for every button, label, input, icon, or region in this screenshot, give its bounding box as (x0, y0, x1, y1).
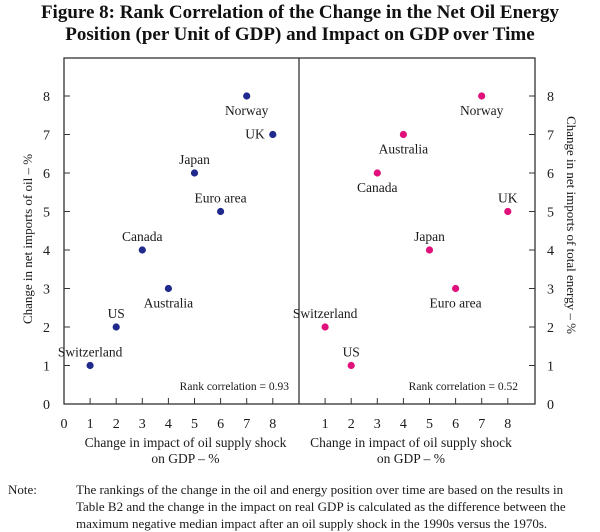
right-panel: 1 2 3 4 5 6 7 8 0 1 2 3 4 5 6 7 8 Change in net imports o… (293, 90, 579, 466)
x-tick-label: 2 (113, 417, 120, 432)
y-tick-label: 1 (43, 360, 50, 375)
data-point (164, 284, 172, 293)
y-tick-label: 3 (43, 283, 50, 298)
data-point-label: Australia (379, 142, 429, 157)
data-point (347, 361, 355, 370)
y-tick-label: 6 (43, 167, 50, 182)
y-axis-label: Change in net imports of total energy – … (564, 116, 579, 334)
data-point-label: UK (245, 127, 265, 142)
x-tick-label: 3 (374, 417, 381, 432)
y-tick-label: 5 (43, 206, 50, 221)
chart-frame (63, 57, 536, 405)
note-text: The rankings of the change in the oil an… (76, 481, 598, 532)
note-label: Note: (8, 482, 37, 497)
figure-title-line2: Position (per Unit of GDP) and Impact on… (65, 24, 535, 45)
scatter-chart: 0 1 2 3 4 5 6 7 8 0 1 2 3 4 5 6 7 8 Change in net imports … (20, 57, 579, 466)
y-tick-label: 8 (547, 90, 554, 105)
note-line: Table B2 and the change in the impact on… (76, 499, 566, 514)
data-point-label: UK (498, 191, 518, 206)
data-point-label: Norway (460, 103, 504, 118)
data-point (504, 207, 512, 216)
data-point (217, 207, 225, 216)
y-tick-label: 4 (43, 244, 50, 259)
data-point-label: US (343, 345, 360, 360)
x-tick-label: 5 (426, 417, 433, 432)
x-axis-label-line1: Change in impact of oil supply shock (310, 435, 512, 450)
data-point (86, 361, 94, 370)
note-line: maximum negative median impact after an … (76, 516, 548, 531)
y-tick-label: 3 (547, 283, 554, 298)
y-tick-label: 0 (547, 398, 554, 413)
data-point (399, 130, 407, 139)
x-tick-label: 5 (191, 417, 198, 432)
x-axis-label-line2: on GDP – % (151, 451, 219, 466)
data-point-label: Australia (144, 296, 194, 311)
data-point (138, 246, 146, 254)
y-tick-label: 4 (547, 244, 554, 259)
y-tick-label: 0 (43, 398, 50, 413)
y-tick-label: 7 (547, 129, 554, 144)
data-point (425, 246, 434, 254)
y-tick-label: 6 (547, 167, 554, 182)
data-point (112, 323, 120, 331)
rank-correlation-annotation: Rank correlation = 0.52 (409, 381, 519, 393)
data-point-label: US (108, 306, 125, 321)
y-axis-label: Change in net imports of oil – % (20, 154, 35, 324)
data-point (269, 130, 277, 139)
data-point-label: Canada (122, 229, 162, 244)
data-point (478, 92, 486, 100)
data-point-label: Norway (225, 103, 269, 118)
figure-title: Figure 8: Rank Correlation of the Change… (0, 2, 600, 46)
data-point-label: Switzerland (293, 306, 358, 321)
x-tick-label: 0 (61, 417, 68, 432)
y-tick-label: 2 (547, 321, 554, 336)
x-tick-label: 6 (217, 417, 224, 432)
x-tick-label: 4 (400, 417, 407, 432)
y-tick-label: 2 (43, 321, 50, 336)
figure-title-line1: Figure 8: Rank Correlation of the Change… (40, 2, 560, 23)
x-tick-label: 3 (139, 417, 146, 432)
y-tick-label: 5 (547, 206, 554, 221)
x-tick-label: 2 (348, 417, 355, 432)
x-tick-label: 7 (243, 417, 250, 432)
y-tick-label: 1 (547, 360, 554, 375)
data-point-label: Japan (179, 152, 210, 167)
data-point-label: Canada (357, 180, 397, 195)
data-point-label: Euro area (195, 191, 247, 206)
x-tick-label: 1 (322, 417, 329, 432)
rank-correlation-annotation: Rank correlation = 0.93 (180, 381, 290, 393)
x-tick-label: 1 (87, 417, 94, 432)
data-point (373, 169, 381, 177)
data-point (321, 323, 329, 331)
data-point (190, 169, 199, 177)
y-tick-label: 7 (43, 129, 50, 144)
x-tick-label: 8 (269, 417, 276, 432)
data-point (452, 284, 460, 293)
data-point-label: Euro area (430, 296, 482, 311)
x-tick-label: 6 (452, 417, 459, 432)
data-point (243, 92, 251, 100)
x-tick-label: 8 (504, 417, 511, 432)
note-line: The rankings of the change in the oil an… (76, 482, 564, 497)
left-panel: 0 1 2 3 4 5 6 7 8 0 1 2 3 4 5 6 7 8 Change in net imports … (20, 90, 289, 466)
data-point-label: Japan (414, 229, 445, 244)
data-point-label: Switzerland (58, 345, 123, 360)
y-tick-label: 8 (43, 90, 50, 105)
x-tick-label: 7 (478, 417, 485, 432)
x-axis-label-line1: Change in impact of oil supply shock (85, 435, 287, 450)
x-tick-label: 4 (165, 417, 172, 432)
x-axis-label-line2: on GDP – % (377, 451, 445, 466)
